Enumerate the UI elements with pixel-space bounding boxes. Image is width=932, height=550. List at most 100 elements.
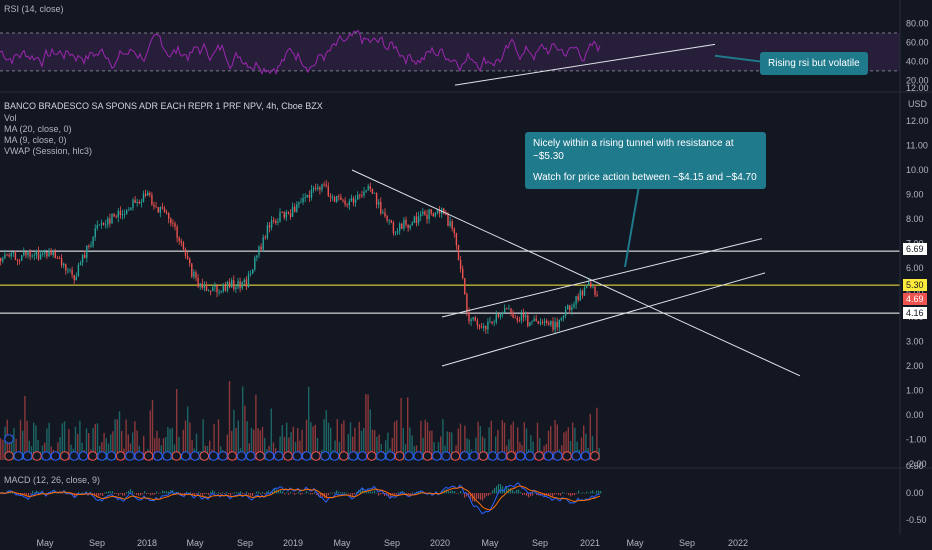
macd-histogram-bar — [574, 493, 576, 496]
candle-body — [193, 272, 195, 277]
candle-body — [382, 212, 384, 214]
macd-histogram-bar — [314, 491, 316, 494]
volume-bar — [156, 430, 158, 460]
volume-bar — [231, 431, 233, 460]
earnings-marker — [171, 451, 182, 461]
candle-body — [33, 255, 35, 257]
candle-body — [182, 242, 185, 250]
volume-bar — [396, 420, 398, 460]
candle-body — [506, 308, 508, 310]
macd-histogram-bar — [530, 493, 532, 497]
earnings-marker — [115, 451, 126, 461]
candle-body — [512, 312, 514, 318]
macd-histogram-bar — [414, 492, 416, 494]
candle-body — [430, 209, 432, 214]
candle-body — [226, 281, 229, 291]
volume-bar — [283, 436, 286, 460]
macd-histogram-bar — [32, 491, 34, 494]
volume-bar — [44, 442, 46, 460]
volume-bar — [81, 442, 83, 460]
volume-bar — [451, 432, 453, 460]
macd-histogram-bar — [484, 493, 486, 499]
volume-bar — [50, 446, 52, 460]
candle-body — [573, 304, 575, 308]
dividend-marker — [69, 451, 79, 461]
macd-histogram-bar — [24, 493, 26, 496]
macd-histogram-bar — [106, 492, 108, 494]
macd-histogram-bar — [596, 490, 598, 494]
volume-bar — [547, 430, 550, 460]
volume-bar — [523, 422, 525, 460]
candle-body — [138, 201, 140, 204]
candle-body — [529, 322, 531, 327]
macd-histogram-bar — [390, 493, 392, 498]
candle-body — [388, 220, 390, 222]
candle-body — [4, 254, 6, 259]
candle-body — [508, 308, 510, 310]
macd-histogram-bar — [548, 493, 550, 496]
rsi-tick-label: 60.00 — [906, 37, 929, 47]
volume-bar — [127, 434, 129, 460]
candle-body — [107, 218, 109, 225]
macd-histogram-bar — [374, 490, 376, 494]
candle-body — [317, 187, 319, 189]
candle-body — [88, 245, 90, 247]
candle-body — [354, 199, 357, 203]
candle-body — [119, 211, 122, 216]
price-tick-label: 10.00 — [906, 165, 929, 175]
volume-bar — [349, 422, 352, 460]
candle-body — [42, 253, 44, 255]
candle-body — [168, 213, 170, 219]
macd-histogram-bar — [152, 493, 154, 495]
volume-bar — [422, 437, 424, 460]
volume-bar — [554, 420, 556, 460]
volume-bar — [503, 422, 506, 460]
volume-bar — [182, 429, 184, 460]
macd-histogram-bar — [252, 493, 254, 497]
macd-histogram-bar — [344, 492, 346, 494]
indicator-vol: Vol — [4, 113, 17, 123]
candle-body — [596, 294, 598, 297]
candle-body — [218, 292, 220, 293]
candle-body — [560, 317, 563, 321]
volume-bar — [15, 438, 17, 460]
volume-bar — [378, 434, 380, 460]
macd-histogram-bar — [282, 491, 284, 494]
volume-bar — [255, 394, 257, 460]
signal-line — [0, 485, 601, 511]
candle-body — [178, 237, 180, 241]
candle-body — [466, 294, 468, 313]
candle-body — [575, 296, 577, 305]
earnings-marker — [227, 451, 237, 461]
macd-histogram-bar — [536, 493, 538, 496]
earnings-marker — [534, 451, 544, 461]
volume-bar — [184, 420, 187, 460]
candle-body — [205, 284, 208, 291]
macd-histogram-bar — [162, 490, 164, 494]
candle-body — [516, 317, 518, 321]
dividend-marker — [552, 451, 563, 461]
candle-body — [231, 280, 233, 288]
macd-histogram-bar — [560, 493, 562, 496]
macd-histogram-bar — [34, 492, 36, 494]
dividend-marker — [515, 451, 526, 461]
rsi-tick-label: 20.00 — [906, 75, 929, 85]
macd-histogram-bar — [278, 490, 280, 494]
macd-histogram-bar — [102, 493, 104, 496]
candle-body — [443, 208, 445, 214]
candle-body — [275, 220, 277, 223]
macd-histogram-bar — [458, 492, 460, 494]
candle-body — [197, 277, 199, 287]
macd-histogram-bar — [26, 493, 28, 496]
volume-bar — [292, 426, 294, 460]
volume-bar — [79, 420, 81, 460]
macd-histogram-bar — [288, 493, 290, 495]
candle-body — [459, 259, 462, 269]
candle-body — [247, 274, 250, 288]
candle-body — [27, 251, 29, 256]
macd-histogram-bar — [78, 491, 80, 494]
candle-body — [350, 198, 353, 202]
candle-body — [277, 221, 279, 223]
macd-histogram-bar — [110, 491, 112, 494]
